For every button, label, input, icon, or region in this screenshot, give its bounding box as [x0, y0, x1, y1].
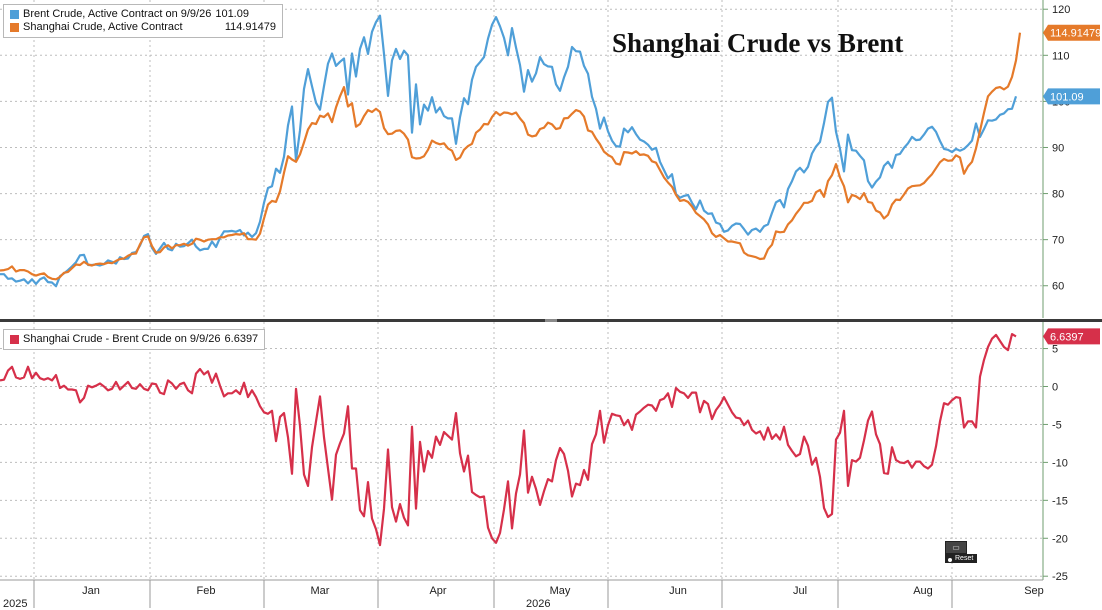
legend-entry-brent: Brent Crude, Active Contract on 9/9/26 1…	[10, 8, 276, 21]
x-tick-label: May	[550, 585, 571, 597]
legend-value-brent: 101.09	[215, 8, 249, 20]
legend-label-spread: Shanghai Crude - Brent Crude on 9/9/26	[23, 333, 221, 345]
x-tick-label: Jan	[82, 585, 100, 597]
legend-entry-spread: Shanghai Crude - Brent Crude on 9/9/26 6…	[10, 333, 258, 346]
top-panel-grid	[0, 8, 1043, 287]
x-tick-label: Apr	[429, 585, 446, 597]
bottom-y-tick-label: 5	[1052, 344, 1058, 356]
series-line-brent	[0, 14, 1018, 288]
reset-label[interactable]: Reset	[945, 554, 978, 563]
year-label: 2025	[3, 598, 27, 610]
bottom-y-tick-label: -15	[1052, 495, 1068, 507]
x-tick-label: Mar	[311, 585, 330, 597]
year-label: 2026	[526, 598, 550, 610]
brent-last-tag-label: 101.09	[1050, 91, 1084, 103]
bottom-y-tick-label: 0	[1052, 382, 1058, 394]
legend-swatch-shanghai	[10, 23, 19, 32]
top-y-tick-label: 90	[1052, 142, 1064, 154]
top-panel-series	[0, 14, 1022, 288]
reset-button[interactable]: ▭ Reset	[945, 541, 978, 563]
legend-label-shanghai: Shanghai Crude, Active Contract	[23, 21, 183, 33]
bottom-y-tick-label: -20	[1052, 533, 1068, 545]
x-tick-label: Aug	[913, 585, 933, 597]
top-y-tick-label: 60	[1052, 281, 1064, 293]
series-line-spread	[0, 333, 1017, 547]
bottom-y-tick-label: -10	[1052, 457, 1068, 469]
x-tick-label: Jun	[669, 585, 687, 597]
spread-last-tag	[1043, 328, 1100, 345]
top-y-tick-label: 120	[1052, 4, 1070, 16]
legend-label-brent: Brent Crude, Active Contract on 9/9/26	[23, 8, 212, 20]
zoom-icon[interactable]: ▭	[945, 541, 967, 554]
top-y-tick-label: 110	[1052, 50, 1070, 62]
legend-swatch-spread	[10, 335, 19, 344]
legend-entry-shanghai: Shanghai Crude, Active Contract 114.9147…	[10, 21, 276, 34]
top-y-tick-label: 80	[1052, 189, 1064, 201]
brent-last-tag	[1043, 88, 1100, 105]
spread-last-tag-label: 6.6397	[1050, 331, 1084, 343]
divider-handle	[545, 319, 557, 322]
top-y-tick-label: 70	[1052, 235, 1064, 247]
bottom-legend: Shanghai Crude - Brent Crude on 9/9/26 6…	[3, 329, 266, 350]
x-tick-label: Feb	[197, 585, 216, 597]
shanghai-last-tag-label: 114.91479	[1050, 28, 1101, 40]
bottom-y-tick-label: -25	[1052, 571, 1068, 583]
series-line-shanghai	[0, 32, 1022, 281]
bottom-panel-series	[0, 333, 1017, 547]
bottom-y-tick-label: -5	[1052, 419, 1062, 431]
top-legend: Brent Crude, Active Contract on 9/9/26 1…	[3, 4, 283, 38]
axis-labels: 60708090100110120-25-20-15-10-505JanFebM…	[3, 4, 1101, 610]
legend-value-shanghai: 114.91479	[224, 21, 276, 33]
legend-swatch-brent	[10, 10, 19, 19]
reset-dot-icon	[948, 558, 952, 562]
legend-value-spread: 6.6397	[224, 333, 259, 345]
shanghai-last-tag	[1043, 24, 1100, 41]
x-tick-label: Jul	[793, 585, 807, 597]
x-gridlines	[33, 0, 953, 580]
chart-title: Shanghai Crude vs Brent	[612, 28, 904, 58]
x-tick-label: Sep	[1024, 585, 1044, 597]
